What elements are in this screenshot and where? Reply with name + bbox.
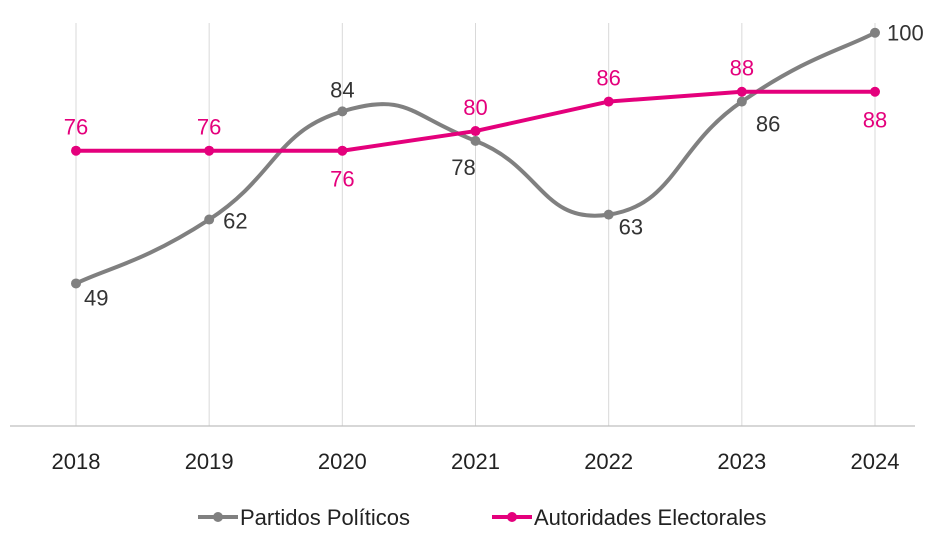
data-point-autoridades-electorales-2018 [71,145,81,156]
data-label-partidos-pol-ticos-2019: 62 [223,209,247,234]
x-tick-label-2022: 2022 [584,449,633,474]
legend-swatch-marker-autoridades-electorales [507,512,517,522]
data-point-autoridades-electorales-2024 [870,86,880,97]
data-label-autoridades-electorales-2024: 88 [863,108,887,133]
data-point-autoridades-electorales-2022 [603,96,614,107]
data-label-partidos-pol-ticos-2023: 86 [756,112,780,137]
data-point-autoridades-electorales-2023 [736,86,747,97]
data-label-autoridades-electorales-2019: 76 [197,115,221,140]
series-autoridades-electorales [71,86,880,156]
data-label-partidos-pol-ticos-2020: 84 [330,77,354,102]
data-point-autoridades-electorales-2019 [204,145,215,156]
data-label-autoridades-electorales-2020: 76 [330,167,354,192]
data-label-partidos-pol-ticos-2024: 100 [887,21,924,46]
data-point-autoridades-electorales-2020 [337,145,348,156]
data-point-partidos-pol-ticos-2022 [603,209,614,220]
x-tick-label-2018: 2018 [52,449,101,474]
series-layer [71,27,880,289]
x-tick-label-2023: 2023 [717,449,766,474]
x-tick-label-2024: 2024 [851,449,900,474]
data-label-autoridades-electorales-2023: 88 [730,56,754,81]
data-point-partidos-pol-ticos-2019 [204,214,215,225]
data-point-partidos-pol-ticos-2020 [337,106,348,117]
data-label-autoridades-electorales-2022: 86 [596,66,620,91]
data-point-autoridades-electorales-2021 [470,126,481,137]
data-point-partidos-pol-ticos-2023 [736,96,747,107]
data-label-partidos-pol-ticos-2021: 78 [451,155,475,180]
data-label-partidos-pol-ticos-2022: 63 [619,215,643,240]
data-labels: 49 62 84 78 63 86 100 76 76 76 80 86 88 88 [64,21,924,311]
data-label-autoridades-electorales-2018: 76 [64,115,88,140]
legend-label-autoridades-electorales: Autoridades Electorales [534,505,766,529]
data-label-partidos-pol-ticos-2018: 49 [84,285,108,310]
legend-item-partidos-pol-ticos: Partidos Políticos [198,505,410,530]
legend: Partidos Políticos Autoridades Electorale… [198,505,766,530]
legend-swatch-marker-partidos-pol-ticos [213,512,223,522]
x-tick-label-2019: 2019 [185,449,234,474]
gridlines [75,23,876,426]
x-tick-labels: 2018 2019 2020 2021 2022 2023 2024 [52,449,900,474]
data-label-autoridades-electorales-2021: 80 [463,95,487,120]
series-partidos-pol-ticos [71,27,880,289]
x-tick-label-2021: 2021 [451,449,500,474]
data-point-partidos-pol-ticos-2021 [470,135,481,146]
legend-item-autoridades-electorales: Autoridades Electorales [492,505,766,530]
data-point-partidos-pol-ticos-2024 [870,27,880,38]
x-tick-label-2020: 2020 [318,449,367,474]
data-point-partidos-pol-ticos-2018 [71,278,81,289]
legend-label-partidos-pol-ticos: Partidos Políticos [240,505,410,529]
